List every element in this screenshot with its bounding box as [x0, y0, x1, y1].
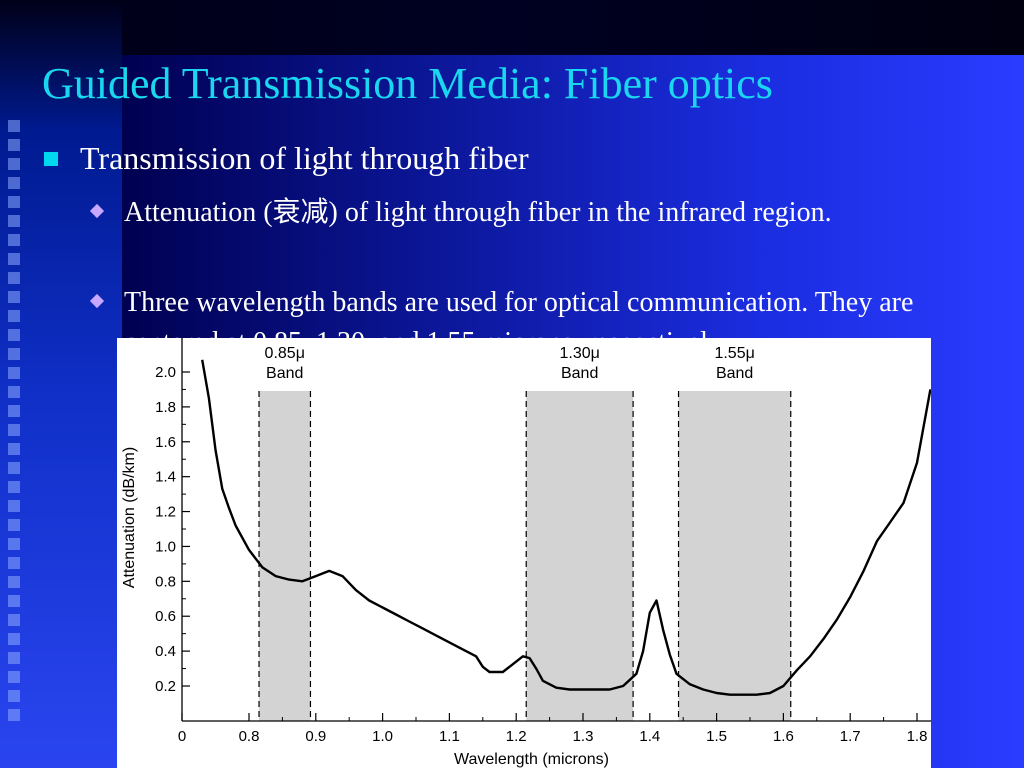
band-1-label: Band — [266, 365, 303, 382]
x-tick-label: 0.8 — [239, 728, 260, 745]
attenuation-chart-svg: 0.85μ Band 1.30μ Band 1.55μ Band 0.2 0.4 0.6 0.8… — [121, 338, 931, 768]
x-tick-label: 1.8 — [907, 728, 928, 745]
band-3-label: Band — [716, 365, 753, 382]
y-tick-label: 1.8 — [155, 399, 176, 416]
bands-layer: 0.85μ Band 1.30μ Band 1.55μ Band — [258, 345, 792, 721]
attenuation-chart: 0.85μ Band 1.30μ Band 1.55μ Band 0.2 0.4 0.6 0.8… — [117, 338, 931, 768]
y-tick-label: 1.2 — [155, 504, 176, 521]
x-tick-label: 1.5 — [706, 728, 727, 745]
main-bullet-text: Transmission of light through fiber — [80, 140, 529, 176]
y-tick-label: 0.6 — [155, 608, 176, 625]
diamond-bullet-icon — [89, 203, 105, 219]
band-3-region — [678, 391, 791, 721]
main-bullet: Transmission of light through fiber — [44, 140, 529, 177]
band-2-region — [526, 391, 634, 721]
top-dark-band — [0, 0, 1024, 55]
x-tick-label: 0 — [178, 728, 186, 745]
x-tick-label: 1.7 — [840, 728, 861, 745]
y-tick-label: 1.6 — [155, 434, 176, 451]
band-2-label: 1.30μ — [559, 345, 599, 362]
slide-title: Guided Transmission Media: Fiber optics — [42, 59, 773, 108]
y-tick-label: 0.2 — [155, 678, 176, 695]
y-tick-label: 2.0 — [155, 364, 176, 381]
x-tick-label: 1.4 — [639, 728, 660, 745]
y-tick-label: 0.8 — [155, 573, 176, 590]
x-tick-label: 1.0 — [372, 728, 393, 745]
y-axis-label: Attenuation (dB/km) — [121, 447, 138, 588]
band-3-label: 1.55μ — [714, 345, 754, 362]
x-tick-label: 1.3 — [573, 728, 594, 745]
attenuation-curve — [201, 359, 931, 696]
axes-layer: 0.2 0.4 0.6 0.8 1.0 1.2 1.4 1.6 1.8 2.0 0 0.8 0.9 1.0… — [121, 338, 931, 768]
band-1-region — [259, 391, 311, 721]
x-tick-label: 1.2 — [506, 728, 527, 745]
diamond-bullet-icon — [89, 293, 105, 309]
band-1-label: 0.85μ — [265, 345, 305, 362]
x-tick-label: 1.1 — [439, 728, 460, 745]
y-tick-label: 0.4 — [155, 643, 176, 660]
curve-layer — [201, 359, 931, 696]
y-tick-label: 1.4 — [155, 469, 176, 486]
x-axis-label: Wavelength (microns) — [454, 751, 609, 768]
decorative-squares — [8, 120, 32, 728]
bullet-square-icon — [44, 151, 58, 166]
left-decorative-strip — [0, 0, 122, 768]
sub-bullet-text: Attenuation (衰减) of light through fiber … — [124, 197, 832, 228]
sub-bullet-attenuation: Attenuation (衰减) of light through fiber … — [89, 193, 972, 233]
y-tick-label: 1.0 — [155, 538, 176, 555]
x-tick-label: 1.6 — [773, 728, 794, 745]
x-tick-label: 0.9 — [305, 728, 326, 745]
band-2-label: Band — [561, 365, 598, 382]
